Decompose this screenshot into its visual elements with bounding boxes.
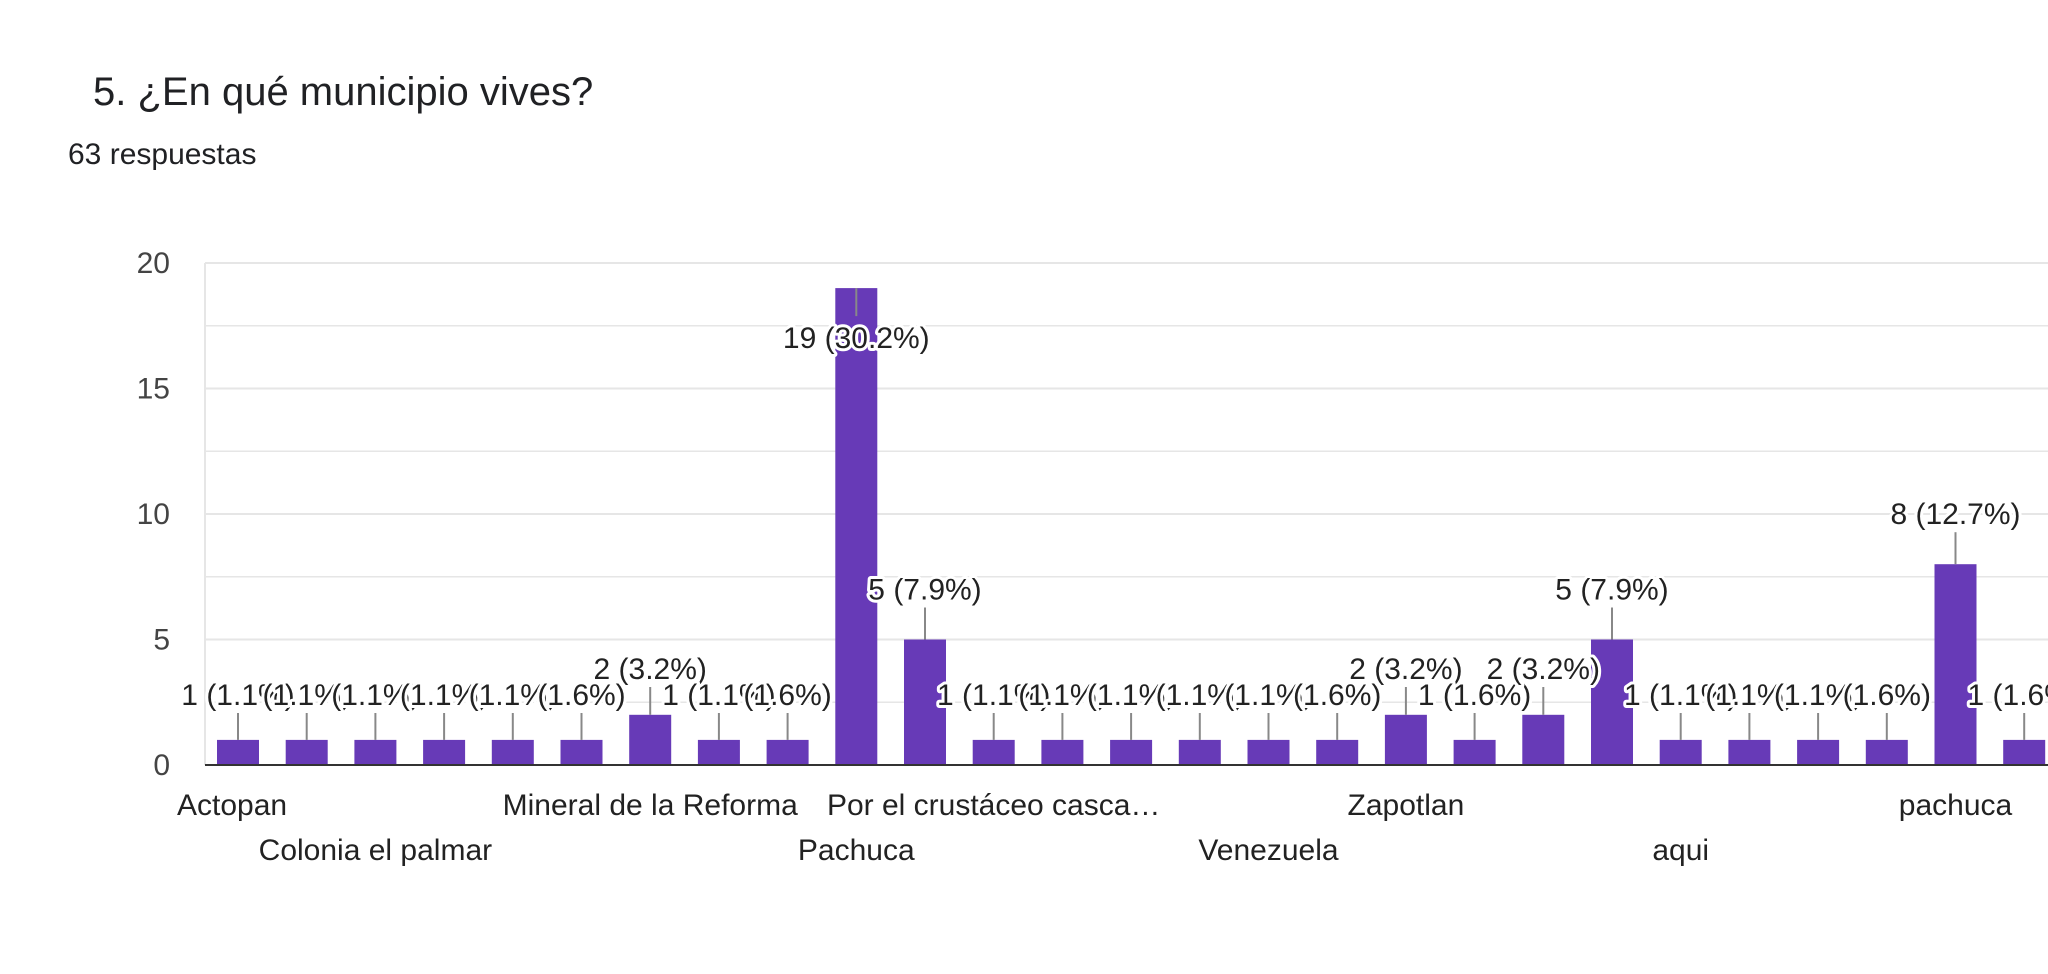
data-label: (1.1%): [469, 679, 557, 712]
data-label: (1.1%): [1087, 679, 1175, 712]
bar: [1797, 739, 1840, 765]
bar: [491, 739, 534, 765]
bar: [2003, 739, 2046, 765]
data-label: 1 (1.6%): [1418, 679, 1531, 712]
x-tick-label: Colonia el palmar: [259, 834, 492, 867]
data-label: 1 (1.1%): [662, 679, 775, 712]
data-label: (1.1%): [263, 679, 351, 712]
data-label: (1.6%): [1293, 679, 1381, 712]
x-tick-label: pachuca: [1899, 789, 2013, 822]
x-tick-label: Actopan: [177, 789, 287, 822]
bar: [1041, 739, 1084, 765]
bar: [1316, 739, 1359, 765]
data-label: (1.1%): [331, 679, 419, 712]
x-tick-label: Pachuca: [798, 834, 915, 867]
data-label: (1.1%): [1774, 679, 1862, 712]
data-label: 2 (3.2%): [594, 653, 707, 686]
bar: [1659, 739, 1702, 765]
bar: [697, 739, 740, 765]
x-tick-label: Venezuela: [1198, 834, 1338, 867]
data-label: (1.1%): [400, 679, 488, 712]
response-count: 63 respuestas: [68, 138, 257, 171]
x-tick-label: Por el crustáceo casca…: [827, 789, 1160, 822]
data-label: (1.1%): [1224, 679, 1312, 712]
data-label: 1 (1.1%): [937, 679, 1050, 712]
data-label: (1.1%): [1018, 679, 1106, 712]
bar: [1522, 714, 1565, 765]
x-tick-label: Mineral de la Reforma: [503, 789, 798, 822]
y-axis-ticks: 0 5 10 15 20: [137, 247, 170, 782]
data-label: 5 (7.9%): [1555, 574, 1668, 607]
data-label: 1 (1.1%): [181, 679, 294, 712]
bar: [1865, 739, 1908, 765]
bar: [560, 739, 603, 765]
data-label: (1.1%): [1156, 679, 1244, 712]
data-label: 5 (7.9%): [868, 574, 981, 607]
y-tick-label: 10: [137, 498, 170, 531]
bar: [354, 739, 397, 765]
bar: [1591, 639, 1633, 765]
bars: [217, 288, 2046, 765]
bar: [1384, 714, 1427, 765]
y-tick-label: 0: [153, 749, 170, 782]
bar: [629, 714, 672, 765]
data-label: (1.1%): [1705, 679, 1793, 712]
label-leaders: [237, 288, 2026, 740]
bar: [1453, 739, 1496, 765]
bar: [972, 739, 1015, 765]
data-label: 8 (12.7%): [1890, 498, 2020, 531]
question-title: 5. ¿En qué municipio vives?: [93, 70, 594, 114]
x-axis-labels: Actopan Colonia el palmar Mineral de la Re…: [177, 789, 2013, 867]
data-label: (1.6%): [537, 679, 625, 712]
bar: [285, 739, 328, 765]
bar: [1728, 739, 1771, 765]
data-label: 2 (3.2%): [1487, 653, 1600, 686]
data-label: (1.6%): [1843, 679, 1931, 712]
data-label: 19 (30.2%): [783, 322, 930, 355]
x-tick-label: Zapotlan: [1348, 789, 1465, 822]
data-label: 1 (1.6%): [1968, 679, 2048, 712]
bar: [1178, 739, 1221, 765]
bar: [217, 739, 259, 765]
data-label: 2 (3.2%): [1349, 653, 1462, 686]
y-tick-label: 5: [153, 624, 170, 657]
bar: [835, 288, 878, 765]
bar: [904, 639, 946, 765]
data-labels: 1 (1.1%)(1.1%)(1.1%)(1.1%)(1.1%)(1.6%)2 …: [178, 319, 2048, 715]
data-label: 1 (1.1%): [1624, 679, 1737, 712]
bar: [1934, 564, 1977, 765]
grid-lines: [204, 262, 2048, 765]
data-label: (1.6%): [743, 679, 831, 712]
bar: [766, 739, 809, 765]
bar: [423, 739, 466, 765]
bar: [1247, 739, 1290, 765]
y-tick-label: 15: [137, 373, 170, 406]
y-tick-label: 20: [137, 247, 170, 280]
bar: [1110, 739, 1153, 765]
x-tick-label: aqui: [1652, 834, 1709, 867]
